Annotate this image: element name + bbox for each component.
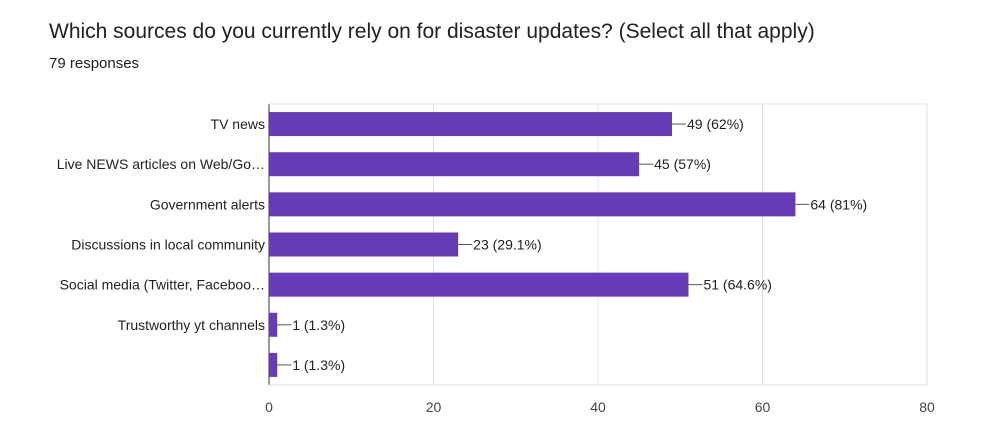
bar[interactable] [269,192,796,217]
bar[interactable] [269,112,673,137]
chart-title: Which sources do you currently rely on f… [49,20,815,43]
data-label: 1 (1.3%) [292,357,345,373]
data-label: 45 (57%) [654,156,711,172]
bar[interactable] [269,312,278,337]
x-axis-ticks: 0 20 40 60 80 [265,399,935,415]
bars [269,112,796,377]
response-count: 79 responses [49,55,140,72]
x-tick-label: 0 [265,399,273,415]
bar[interactable] [269,152,640,177]
grid-lines [268,103,928,386]
x-tick-label: 80 [919,399,935,415]
x-tick-label: 20 [426,399,442,415]
category-labels: TV news Live NEWS articles on Web/Go… Gove… [57,116,265,333]
bar[interactable] [269,352,278,377]
bar[interactable] [269,232,459,257]
bar[interactable] [269,272,689,297]
data-label: 51 (64.6%) [703,277,771,293]
data-label: 64 (81%) [810,196,867,212]
category-label: TV news [211,116,265,132]
data-label: 49 (62%) [687,116,744,132]
data-label: 23 (29.1%) [473,237,541,253]
data-label: 1 (1.3%) [292,317,345,333]
category-label: Government alerts [150,196,265,212]
category-label: Live NEWS articles on Web/Go… [57,156,265,172]
x-tick-label: 40 [590,399,606,415]
category-label: Discussions in local community [71,237,265,253]
category-label: Social media (Twitter, Faceboo… [60,277,265,293]
category-label: Trustworthy yt channels [118,317,265,333]
x-tick-label: 60 [755,399,771,415]
data-labels: 49 (62%) 45 (57%) 64 (81%) 23 (29.1%) 51 (64… [277,116,867,373]
